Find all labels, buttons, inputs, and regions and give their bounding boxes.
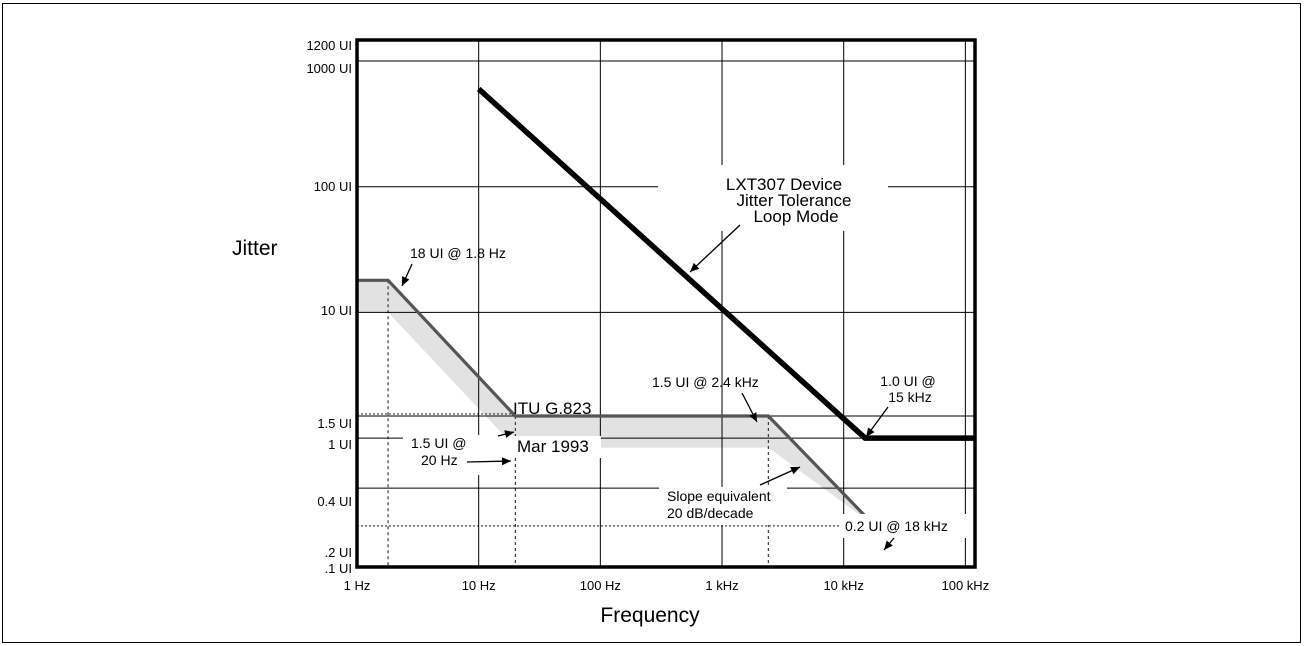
arrow-02ui-head bbox=[884, 540, 893, 550]
x-tick-label: 10 Hz bbox=[462, 578, 496, 593]
x-tick-label: 100 Hz bbox=[580, 578, 621, 593]
lxt-label-line: Jitter Tolerance bbox=[737, 191, 852, 210]
y-tick-label: .2 UI bbox=[325, 545, 352, 560]
arrow-lxt-head bbox=[690, 262, 700, 272]
annotation-15ui-20hz: 1.5 UI @ bbox=[411, 435, 466, 451]
slope-bg bbox=[659, 487, 787, 525]
arrow-15ui-20hz-b-head bbox=[501, 457, 511, 466]
arrow-18ui-head bbox=[402, 276, 410, 286]
annotation-slope: 20 dB/decade bbox=[667, 505, 754, 521]
figure-frame bbox=[2, 3, 1301, 643]
arrow-slope-head bbox=[790, 467, 800, 475]
y-axis-title: Jitter bbox=[232, 237, 278, 260]
annotation-15ui-24k: 1.5 UI @ 2.4 kHz bbox=[652, 374, 759, 390]
x-tick-label: 1 kHz bbox=[705, 578, 738, 593]
y-tick-label: 10 UI bbox=[321, 303, 352, 318]
annotation-15ui-20hz: 20 Hz bbox=[421, 452, 458, 468]
y-tick-label: 1000 UI bbox=[306, 61, 352, 76]
ann-02ui-bg bbox=[840, 514, 975, 538]
itu-label-line: ITU G.823 bbox=[513, 399, 591, 418]
y-tick-label: 0.4 UI bbox=[317, 494, 352, 509]
y-tick-label: 1 UI bbox=[328, 437, 352, 452]
x-tick-label: 10 kHz bbox=[823, 578, 863, 593]
ann-15ui-20hz-bg bbox=[403, 435, 513, 475]
x-tick-label: 100 kHz bbox=[942, 578, 990, 593]
itu-mar-bg bbox=[511, 436, 601, 458]
arrow-15ui-24k-head bbox=[749, 412, 757, 422]
annotation-02ui-18k: 0.2 UI @ 18 kHz bbox=[845, 518, 948, 534]
lxt-label-line: Loop Mode bbox=[753, 207, 838, 226]
lxt307-tolerance-line bbox=[476, 86, 975, 441]
arrow-10ui-15k-head bbox=[866, 427, 875, 437]
itu-label-line: Mar 1993 bbox=[517, 437, 589, 456]
lxt-label-bg bbox=[658, 165, 888, 231]
lxt-label-line: LXT307 Device bbox=[726, 175, 842, 194]
arrow-lxt bbox=[689, 224, 741, 273]
x-axis-title: Frequency bbox=[600, 604, 700, 627]
annotation-10ui-15k: 1.0 UI @ bbox=[880, 373, 935, 389]
x-tick-label: 1 Hz bbox=[344, 578, 371, 593]
y-tick-label: 1.5 UI bbox=[317, 416, 352, 431]
tolerance-band bbox=[357, 280, 875, 526]
annotation-18ui: 18 UI @ 1.8 Hz bbox=[410, 245, 506, 261]
y-tick-label: 100 UI bbox=[314, 179, 352, 194]
arrow-15ui-20hz-a-head bbox=[504, 430, 514, 439]
annotation-10ui-15k: 15 kHz bbox=[888, 389, 932, 405]
y-tick-label: 1200 UI bbox=[306, 38, 352, 53]
annotation-slope: Slope equivalent bbox=[667, 488, 771, 504]
plot-frame bbox=[355, 38, 977, 569]
y-tick-label: .1 UI bbox=[325, 561, 352, 576]
